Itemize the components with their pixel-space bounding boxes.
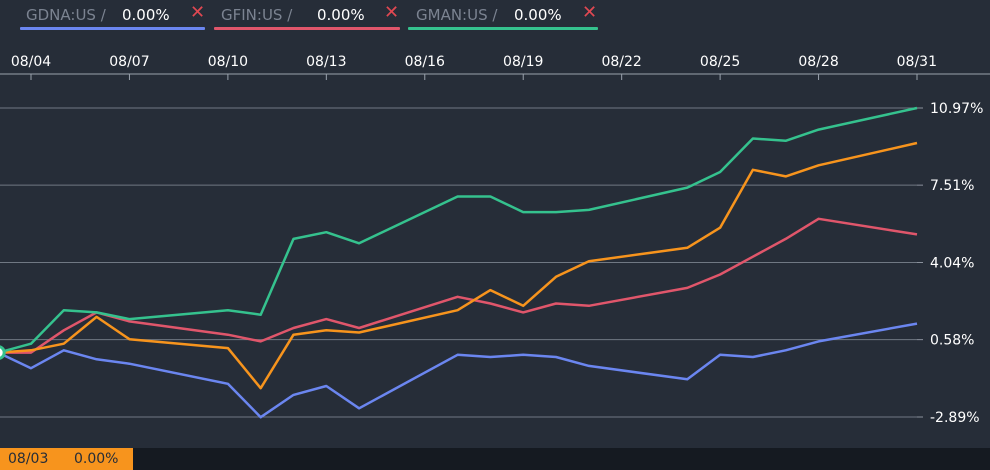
legend-item-gfin[interactable]: GFIN:US / 0.00% ✕ <box>214 0 400 30</box>
x-tick-label: 08/10 <box>208 54 248 70</box>
remove-series-button[interactable]: ✕ <box>582 2 598 23</box>
x-tick-label: 08/31 <box>897 54 937 70</box>
crosshair-date: 08/03 <box>8 451 49 467</box>
x-tick-label: 08/22 <box>601 54 641 70</box>
y-tick-label: 0.58% <box>930 333 974 349</box>
y-tick-label: -2.89% <box>930 410 980 426</box>
series-line <box>0 217 918 354</box>
remove-series-button[interactable]: ✕ <box>190 2 206 23</box>
bottom-bar <box>133 448 990 470</box>
x-tick-label: 08/07 <box>109 54 149 70</box>
legend-symbol: GMAN:US / <box>416 6 498 24</box>
legend-value: 0.00% <box>514 6 562 24</box>
x-tick-label: 08/13 <box>306 54 346 70</box>
legend-value: 0.00% <box>122 6 170 24</box>
y-tick-label: 10.97% <box>930 101 983 117</box>
legend-symbol: GFIN:US / <box>221 6 293 24</box>
x-tick-label: 08/19 <box>503 54 543 70</box>
crosshair-value: 0.00% <box>74 451 119 467</box>
crosshair-marker <box>0 345 6 360</box>
x-tick-label: 08/25 <box>700 54 740 70</box>
series-line <box>0 106 918 354</box>
x-tick-label: 08/04 <box>11 54 51 70</box>
remove-series-button[interactable]: ✕ <box>384 2 400 23</box>
y-tick-label: 7.51% <box>930 178 974 194</box>
legend: GDNA:US / 0.00% ✕ GFIN:US / 0.00% ✕ GMAN… <box>0 0 990 32</box>
legend-color-bar <box>214 27 400 30</box>
legend-value: 0.00% <box>317 6 365 24</box>
x-tick-label: 08/28 <box>798 54 838 70</box>
x-axis: 08/04 08/07 08/10 08/13 08/16 08/19 08/22 08/25… <box>0 54 990 80</box>
x-tick-label: 08/16 <box>405 54 445 70</box>
grid-lines <box>0 107 917 418</box>
series-line <box>0 322 918 419</box>
series-line <box>0 141 918 390</box>
legend-item-gman[interactable]: GMAN:US / 0.00% ✕ <box>408 0 598 30</box>
legend-color-bar <box>408 27 598 30</box>
series-lines <box>0 106 918 419</box>
y-tick-label: 4.04% <box>930 256 974 272</box>
y-axis: 10.97% 7.51% 4.04% 0.58% -2.89% <box>917 101 983 426</box>
legend-color-bar <box>20 27 205 30</box>
legend-item-gdna[interactable]: GDNA:US / 0.00% ✕ <box>20 0 205 30</box>
crosshair-label: 08/03 0.00% <box>0 448 133 470</box>
legend-symbol: GDNA:US / <box>26 6 106 24</box>
